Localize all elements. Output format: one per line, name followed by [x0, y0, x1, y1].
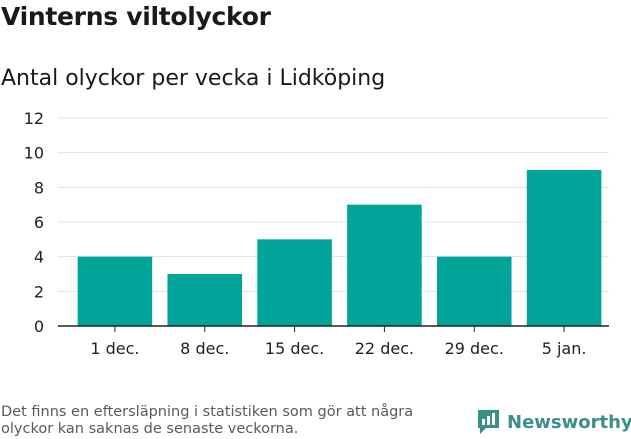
x-tick-label: 22 dec.: [355, 339, 414, 358]
footnote: Det finns en eftersläpning i statistiken…: [1, 404, 414, 437]
y-tick-label: 10: [24, 144, 44, 163]
y-tick-label: 8: [34, 178, 44, 197]
bar: [436, 256, 512, 326]
bar: [526, 170, 602, 326]
bar-chart: 0 2 4 6 8 10 12 1 dec. 8 dec. 15 dec. 22 dec. 29 d…: [24, 109, 609, 358]
newsworthy-logo-icon: [478, 410, 499, 434]
chart-title: Vinterns viltolyckor: [1, 2, 271, 31]
bar: [167, 274, 243, 326]
y-tick-label: 2: [34, 282, 44, 301]
x-tick-label: 8 dec.: [180, 339, 229, 358]
y-tick-label: 6: [34, 213, 44, 232]
y-tick-label: 4: [34, 248, 44, 267]
newsworthy-logo[interactable]: Newsworthy: [476, 408, 631, 436]
bar: [257, 239, 332, 326]
chart-subtitle: Antal olyckor per vecka i Lidköping: [1, 66, 386, 91]
x-tick-label: 29 dec.: [445, 339, 504, 358]
y-tick-label: 0: [34, 317, 44, 336]
x-tick-label: 1 dec.: [90, 339, 139, 358]
x-tick-label: 15 dec.: [265, 339, 324, 358]
brand-name: Newsworthy: [507, 411, 631, 433]
y-tick-label: 12: [24, 109, 44, 128]
x-tick-label: 5 jan.: [542, 339, 587, 358]
bar: [347, 204, 422, 326]
bar: [77, 256, 153, 326]
